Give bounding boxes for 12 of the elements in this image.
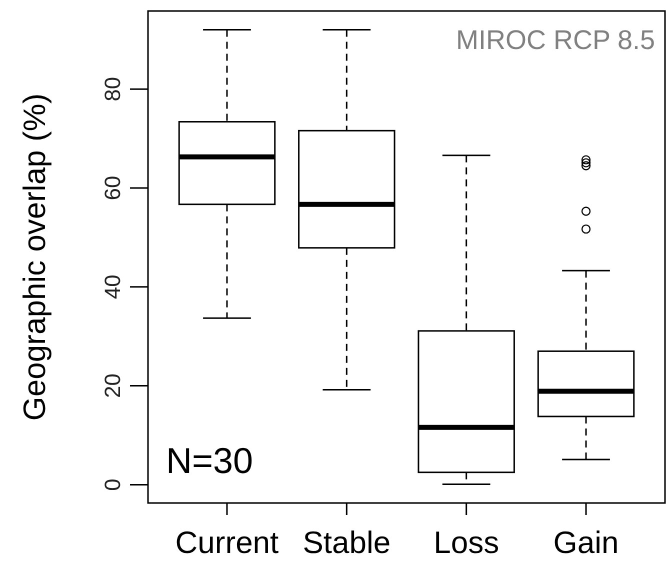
annotation: N=30	[166, 440, 254, 481]
x-tick-label: Current	[175, 525, 280, 560]
y-tick-label: 0	[100, 478, 125, 491]
y-tick-label: 60	[100, 176, 125, 200]
x-tick-label: Stable	[302, 525, 391, 560]
annotation: MIROC RCP 8.5	[456, 25, 655, 55]
x-tick-label: Gain	[553, 525, 619, 560]
y-axis-title: Geographic overlap (%)	[17, 93, 52, 421]
x-tick-label: Loss	[434, 525, 500, 560]
y-tick-label: 20	[100, 374, 125, 398]
y-tick-label: 80	[100, 76, 125, 102]
y-tick-label: 40	[100, 274, 125, 300]
